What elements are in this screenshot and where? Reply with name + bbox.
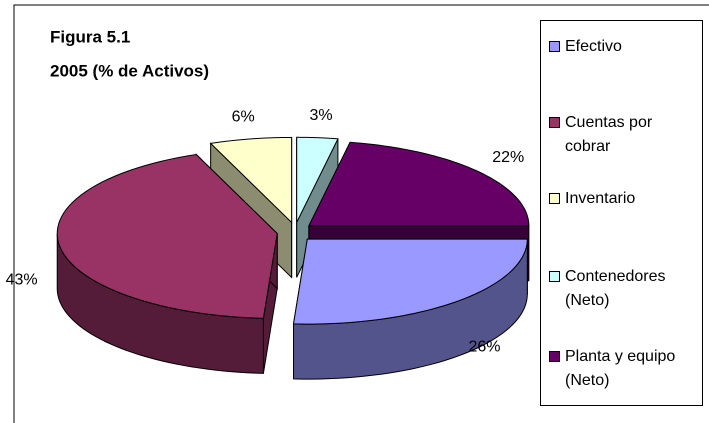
legend: Efectivo Cuentas por cobrar Inventario Cont… xyxy=(540,20,703,406)
legend-swatch xyxy=(549,271,560,282)
slice xyxy=(292,238,528,380)
chart-border xyxy=(13,4,709,423)
data-label: 43% xyxy=(6,272,38,289)
slice-top xyxy=(56,153,278,319)
slice-top xyxy=(308,141,530,227)
data-label: 3% xyxy=(309,107,332,124)
legend-item: Inventario xyxy=(549,187,699,211)
slice-top xyxy=(209,136,293,224)
legend-label: Contenedores (Neto) xyxy=(565,268,666,309)
chart-subtitle: 2005 (% de Activos) xyxy=(50,61,209,80)
legend-item: Cuentas por cobrar xyxy=(549,111,699,159)
slice-top xyxy=(292,238,528,325)
legend-label: Cuentas por cobrar xyxy=(565,114,653,155)
data-label: 22% xyxy=(492,149,524,166)
legend-label: Efectivo xyxy=(565,38,622,55)
legend-swatch xyxy=(549,193,560,204)
legend-item: Contenedores (Neto) xyxy=(549,265,699,313)
slice-top xyxy=(296,136,339,223)
legend-label: Planta y equipo (Neto) xyxy=(565,348,676,389)
data-label: 26% xyxy=(468,339,500,356)
legend-item: Efectivo xyxy=(549,35,699,59)
slice xyxy=(56,153,278,374)
data-label: 6% xyxy=(232,109,255,126)
legend-swatch xyxy=(549,41,560,52)
legend-label: Inventario xyxy=(565,190,636,207)
legend-swatch xyxy=(549,351,560,362)
legend-item: Planta y equipo (Neto) xyxy=(549,345,699,393)
chart-title: Figura 5.1 xyxy=(50,27,130,46)
legend-swatch xyxy=(549,117,560,128)
